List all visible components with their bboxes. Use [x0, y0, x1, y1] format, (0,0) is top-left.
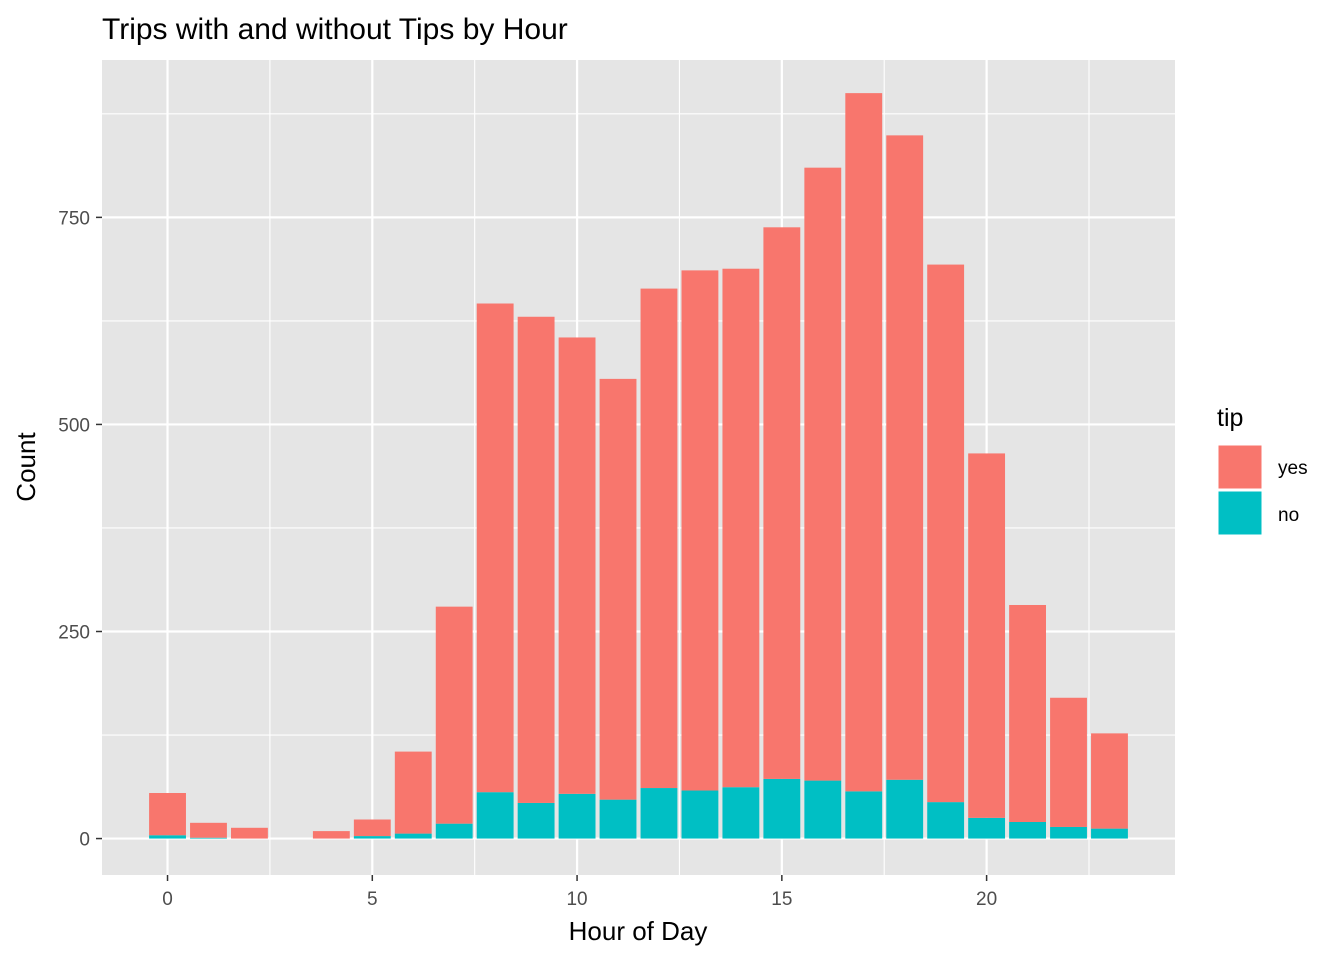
y-axis-title: Count: [11, 432, 41, 502]
bar-yes-hour-7: [435, 606, 473, 824]
bar-yes-hour-2: [231, 827, 268, 839]
bar-no-hour-11: [599, 799, 637, 839]
bar-no-hour-14: [722, 787, 760, 839]
bar-yes-hour-20: [968, 453, 1006, 818]
bar-no-hour-10: [558, 793, 596, 839]
bar-yes-hour-0: [149, 793, 186, 836]
bar-no-hour-20: [968, 817, 1006, 839]
bar-yes-hour-22: [1050, 697, 1087, 827]
y-tick-label: 750: [58, 208, 90, 229]
x-tick-label: 10: [566, 889, 587, 910]
bar-yes-hour-18: [886, 135, 924, 780]
bar-no-hour-21: [1009, 821, 1046, 839]
bar-no-hour-8: [476, 792, 514, 839]
bar-yes-hour-10: [558, 337, 596, 794]
bar-yes-hour-1: [190, 822, 227, 838]
bars: [149, 93, 1128, 839]
bar-no-hour-18: [886, 779, 924, 839]
bar-no-hour-13: [681, 790, 719, 839]
bar-yes-hour-19: [927, 264, 965, 803]
bar-yes-hour-4: [312, 831, 350, 839]
bar-yes-hour-5: [353, 819, 391, 837]
x-axis-title: Hour of Day: [569, 916, 708, 946]
x-axis-ticks: 0 5 10 15 20: [162, 875, 997, 910]
y-tick-label: 500: [58, 415, 90, 436]
bar-yes-hour-23: [1091, 733, 1128, 829]
y-axis-ticks: 0 250 500 750: [58, 208, 102, 851]
bar-yes-hour-12: [640, 288, 678, 789]
bar-no-hour-16: [804, 780, 842, 839]
bar-yes-hour-11: [599, 378, 637, 800]
y-tick-label: 0: [79, 830, 90, 851]
y-tick-label: 250: [58, 622, 90, 643]
bar-yes-hour-6: [394, 751, 432, 834]
bar-no-hour-0: [149, 835, 186, 839]
legend-key-yes: [1217, 444, 1263, 490]
x-tick-label: 15: [771, 889, 792, 910]
bar-no-hour-9: [517, 802, 555, 839]
chart-title: Trips with and without Tips by Hour: [102, 13, 568, 46]
bar-yes-hour-15: [763, 227, 801, 779]
bar-no-hour-1: [190, 837, 227, 839]
bar-no-hour-19: [927, 802, 965, 839]
bar-no-hour-6: [394, 833, 432, 839]
legend-title: tip: [1217, 404, 1243, 432]
x-tick-label: 0: [162, 889, 173, 910]
bar-yes-hour-9: [517, 316, 555, 803]
bar-yes-hour-17: [845, 93, 883, 792]
bar-no-hour-22: [1050, 826, 1087, 839]
legend-key-no: [1217, 490, 1263, 536]
x-tick-label: 20: [976, 889, 997, 910]
bar-yes-hour-14: [722, 268, 760, 788]
legend-label-no: no: [1278, 505, 1299, 526]
bar-no-hour-23: [1091, 828, 1128, 839]
bar-no-hour-12: [640, 788, 678, 839]
legend: tip yes no: [1217, 404, 1308, 536]
bar-yes-hour-16: [804, 167, 842, 781]
bar-no-hour-17: [845, 791, 883, 839]
bar-yes-hour-8: [476, 303, 514, 793]
bar-yes-hour-21: [1009, 604, 1046, 822]
bar-no-hour-5: [353, 836, 391, 839]
x-tick-label: 5: [367, 889, 378, 910]
bar-no-hour-7: [435, 823, 473, 839]
bar-no-hour-15: [763, 778, 801, 839]
bar-yes-hour-13: [681, 270, 719, 791]
legend-label-yes: yes: [1278, 458, 1308, 479]
